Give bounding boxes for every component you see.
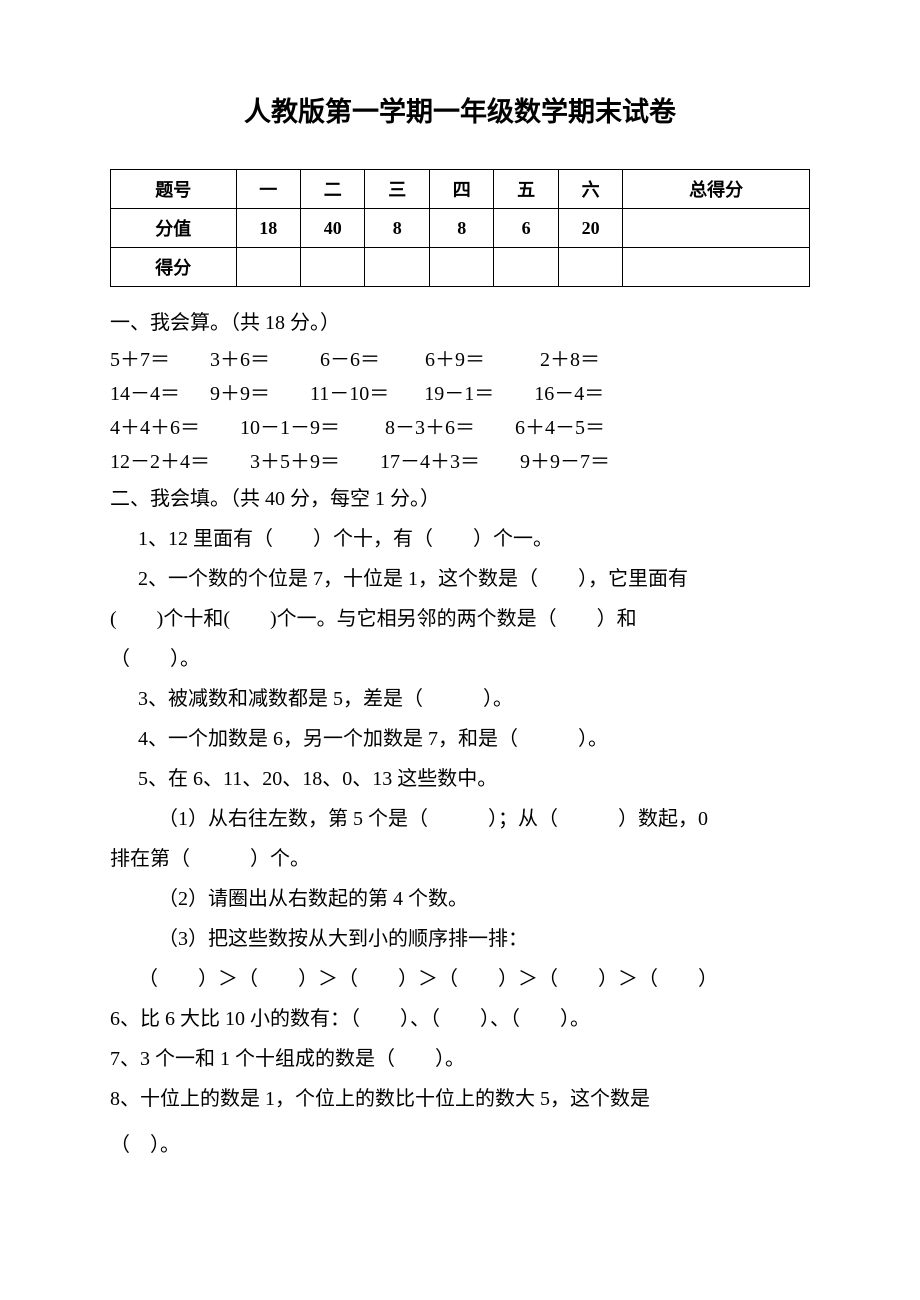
score-cell	[301, 248, 365, 287]
header-cell: 四	[429, 170, 493, 209]
score-table: 题号 一 二 三 四 五 六 总得分 分值 18 40 8 8 6 20 得分	[110, 169, 810, 287]
points-cell: 20	[558, 209, 622, 248]
question-2-line3: （ ）。	[110, 639, 810, 679]
question-2-line1: 2、一个数的个位是 7，十位是 1，这个数是（ ），它里面有	[110, 559, 810, 599]
calc-row: 5＋7＝ 3＋6＝ 6－6＝ 6＋9＝ 2＋8＝	[110, 343, 810, 377]
question-5-2: （2）请圈出从右数起的第 4 个数。	[110, 879, 810, 919]
question-2-line2: ( )个十和( )个一。与它相另邻的两个数是（ ）和	[110, 599, 810, 639]
section1-heading: 一、我会算。（共 18 分。）	[110, 303, 810, 343]
header-cell: 六	[558, 170, 622, 209]
header-cell: 一	[236, 170, 300, 209]
header-cell: 二	[301, 170, 365, 209]
points-cell: 8	[429, 209, 493, 248]
points-cell: 6	[494, 209, 558, 248]
score-cell	[558, 248, 622, 287]
calc-row: 14－4＝ 9＋9＝ 11－10＝ 19－1＝ 16－4＝	[110, 377, 810, 411]
question-3: 3、被减数和减数都是 5，差是（ ）。	[110, 679, 810, 719]
table-header-row: 题号 一 二 三 四 五 六 总得分	[111, 170, 810, 209]
score-cell	[365, 248, 429, 287]
score-cell	[236, 248, 300, 287]
question-4: 4、一个加数是 6，另一个加数是 7，和是（ ）。	[110, 719, 810, 759]
table-row-score: 得分	[111, 248, 810, 287]
question-5-1b: 排在第（ ）个。	[110, 839, 810, 879]
question-8-line2: （ ）。	[110, 1119, 810, 1171]
table-row-points: 分值 18 40 8 8 6 20	[111, 209, 810, 248]
question-5-3: （3）把这些数按从大到小的顺序排一排：	[110, 919, 810, 959]
question-1: 1、12 里面有（ ）个十，有（ ）个一。	[110, 519, 810, 559]
header-cell: 题号	[111, 170, 237, 209]
section2-heading: 二、我会填。（共 40 分，每空 1 分。）	[110, 479, 810, 519]
score-cell	[429, 248, 493, 287]
page-title: 人教版第一学期一年级数学期末试卷	[110, 90, 810, 129]
points-cell: 8	[365, 209, 429, 248]
row-label: 分值	[111, 209, 237, 248]
question-6: 6、比 6 大比 10 小的数有：（ ）、（ ）、（ ）。	[110, 999, 810, 1039]
calc-row: 12－2＋4＝ 3＋5＋9＝ 17－4＋3＝ 9＋9－7＝	[110, 445, 810, 479]
question-5: 5、在 6、11、20、18、0、13 这些数中。	[110, 759, 810, 799]
row-label: 得分	[111, 248, 237, 287]
question-5-1a: （1）从右往左数，第 5 个是（ ）；从（ ）数起，0	[110, 799, 810, 839]
calc-row: 4＋4＋6＝ 10－1－9＝ 8－3＋6＝ 6＋4－5＝	[110, 411, 810, 445]
score-cell	[623, 248, 810, 287]
header-cell: 总得分	[623, 170, 810, 209]
points-cell	[623, 209, 810, 248]
score-cell	[494, 248, 558, 287]
question-7: 7、3 个一和 1 个十组成的数是（ ）。	[110, 1039, 810, 1079]
points-cell: 40	[301, 209, 365, 248]
points-cell: 18	[236, 209, 300, 248]
header-cell: 五	[494, 170, 558, 209]
question-5-order: （ ）＞（ ）＞（ ）＞（ ）＞（ ）＞（ ）	[110, 959, 810, 999]
header-cell: 三	[365, 170, 429, 209]
question-8-line1: 8、十位上的数是 1，个位上的数比十位上的数大 5，这个数是	[110, 1079, 810, 1119]
